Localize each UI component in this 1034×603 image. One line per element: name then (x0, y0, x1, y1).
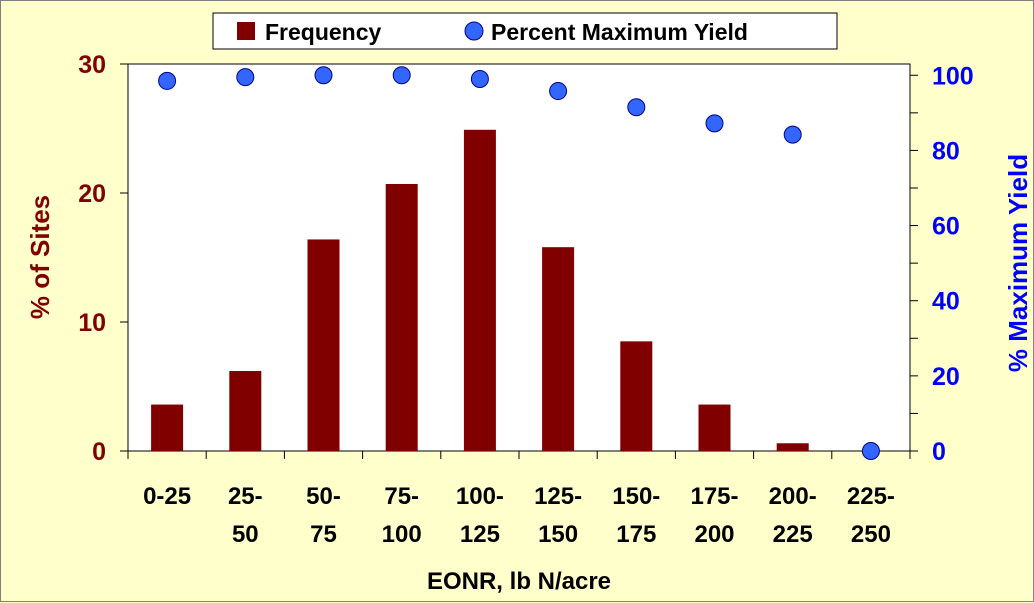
bar (463, 129, 496, 452)
x-tick-label: 25- (228, 483, 263, 510)
x-tick-label: 175 (616, 521, 656, 548)
legend-point-label: Percent Maximum Yield (491, 19, 748, 45)
x-tick-label: 100 (382, 521, 422, 548)
points-group (158, 66, 880, 460)
legend-bar-label: Frequency (265, 19, 382, 45)
bar (620, 341, 653, 451)
data-point (236, 68, 255, 87)
x-tick-label: 125- (534, 483, 582, 510)
left-tick-label: 10 (78, 309, 106, 337)
x-tick-label: 75 (310, 521, 337, 548)
x-tick-label: 225- (847, 483, 895, 510)
data-point (627, 98, 646, 117)
right-tick-label: 60 (932, 213, 960, 241)
x-tick-label: 0-25 (143, 483, 191, 510)
legend-box (212, 12, 838, 50)
legend-point-swatch (464, 21, 484, 41)
data-point (705, 114, 724, 133)
bar (151, 404, 184, 451)
x-tick-label: 100- (456, 483, 504, 510)
right-axis: 0 20 40 60 80 100 (910, 62, 974, 466)
data-point (158, 71, 177, 90)
left-tick-label: 20 (78, 180, 106, 208)
y-axis-left-label: % of Sites (25, 195, 55, 319)
x-tick-label: 200- (769, 483, 817, 510)
right-tick-label: 80 (932, 137, 960, 165)
data-point (783, 125, 802, 144)
right-tick-label: 0 (932, 438, 946, 466)
x-tick-label: 75- (384, 483, 419, 510)
x-tick-label: 200 (694, 521, 734, 548)
legend-bar-swatch (237, 22, 255, 40)
bars-group (151, 129, 809, 452)
left-axis: 0 10 20 30 (78, 51, 128, 466)
bar (542, 247, 575, 451)
data-point (549, 82, 568, 101)
right-tick-label: 100 (932, 62, 974, 90)
x-tick-label: 150- (612, 483, 660, 510)
right-tick-label: 40 (932, 288, 960, 316)
bar (776, 443, 809, 451)
bar (229, 371, 262, 451)
data-point (314, 66, 333, 85)
x-tick-label: 175- (690, 483, 738, 510)
x-axis: 0-25 25- 50 50- 75 75- 100 100- 125 125- 150 150- 17… (127, 451, 911, 548)
bar (698, 404, 731, 451)
bar (307, 239, 340, 451)
data-point (861, 442, 880, 460)
x-tick-label: 50- (306, 483, 341, 510)
x-axis-label: EONR, lb N/acre (427, 568, 611, 595)
y-axis-right-label: % Maximum Yield (1003, 154, 1033, 372)
data-point (392, 66, 411, 85)
x-tick-label: 150 (538, 521, 578, 548)
left-tick-label: 30 (78, 51, 106, 79)
x-tick-label: 125 (460, 521, 500, 548)
x-tick-label: 50 (232, 521, 259, 548)
legend: Frequency Percent Maximum Yield (212, 12, 838, 50)
data-point (470, 70, 489, 89)
left-tick-label: 0 (92, 438, 106, 466)
x-tick-label: 250 (851, 521, 891, 548)
bar (385, 183, 418, 451)
right-tick-label: 20 (932, 363, 960, 391)
x-tick-label: 225 (773, 521, 813, 548)
